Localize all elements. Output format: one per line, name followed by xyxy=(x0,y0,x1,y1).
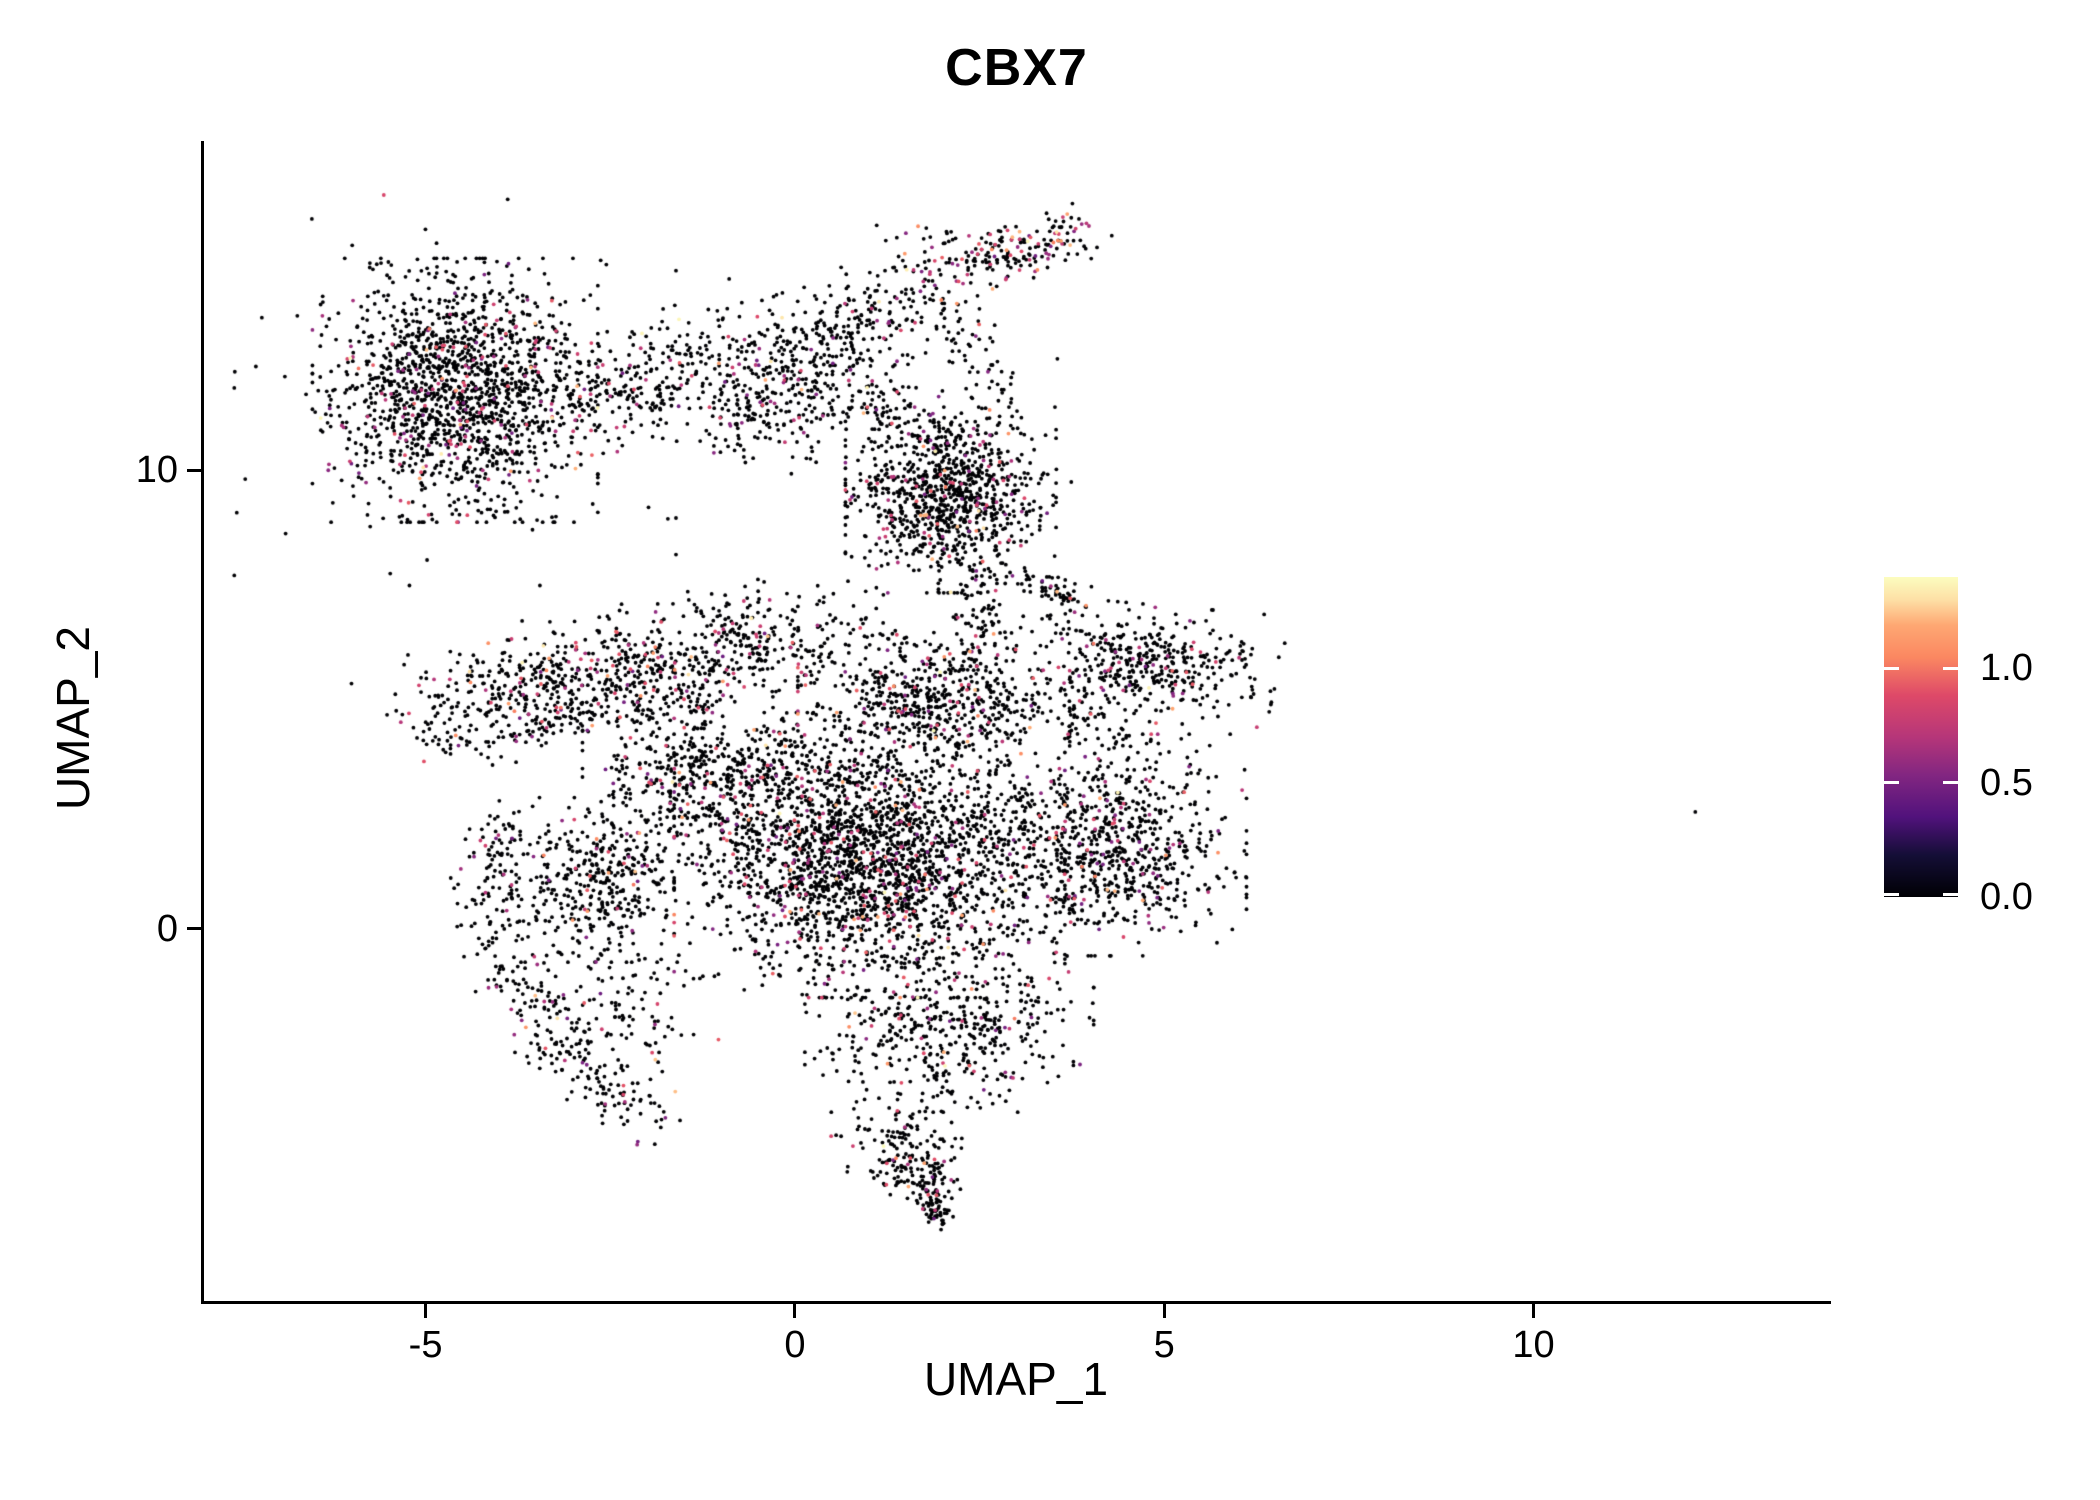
y-axis-line xyxy=(201,141,204,1304)
colorbar-tick xyxy=(1943,892,1958,896)
x-tick-label: 5 xyxy=(1153,1324,1175,1366)
colorbar-tick xyxy=(1884,892,1899,896)
y-tick-label: 10 xyxy=(135,449,178,492)
colorbar xyxy=(1884,577,1958,897)
colorbar-tick xyxy=(1943,781,1958,785)
x-tick xyxy=(793,1304,797,1318)
x-tick xyxy=(1532,1304,1536,1318)
x-tick-label: -5 xyxy=(408,1324,443,1366)
y-tick-label: 0 xyxy=(156,907,178,950)
colorbar-tick-label: 0.0 xyxy=(1980,876,2033,918)
colorbar-tick xyxy=(1884,666,1899,670)
x-tick xyxy=(1162,1304,1166,1318)
y-axis-label: UMAP_2 xyxy=(47,625,99,811)
colorbar-gradient xyxy=(1884,577,1958,897)
colorbar-tick-label: 1.0 xyxy=(1980,647,2033,690)
chart-title: CBX7 xyxy=(945,39,1088,97)
y-tick xyxy=(187,927,201,931)
y-tick xyxy=(187,468,201,472)
x-axis-label: UMAP_1 xyxy=(923,1353,1109,1405)
x-tick-label: 10 xyxy=(1512,1324,1555,1366)
x-axis-line xyxy=(201,1301,1831,1304)
colorbar-tick-label: 0.5 xyxy=(1980,761,2033,804)
colorbar-tick xyxy=(1884,781,1899,785)
colorbar-tick xyxy=(1943,666,1958,670)
x-tick-label: 0 xyxy=(784,1324,806,1366)
x-tick xyxy=(424,1304,428,1318)
